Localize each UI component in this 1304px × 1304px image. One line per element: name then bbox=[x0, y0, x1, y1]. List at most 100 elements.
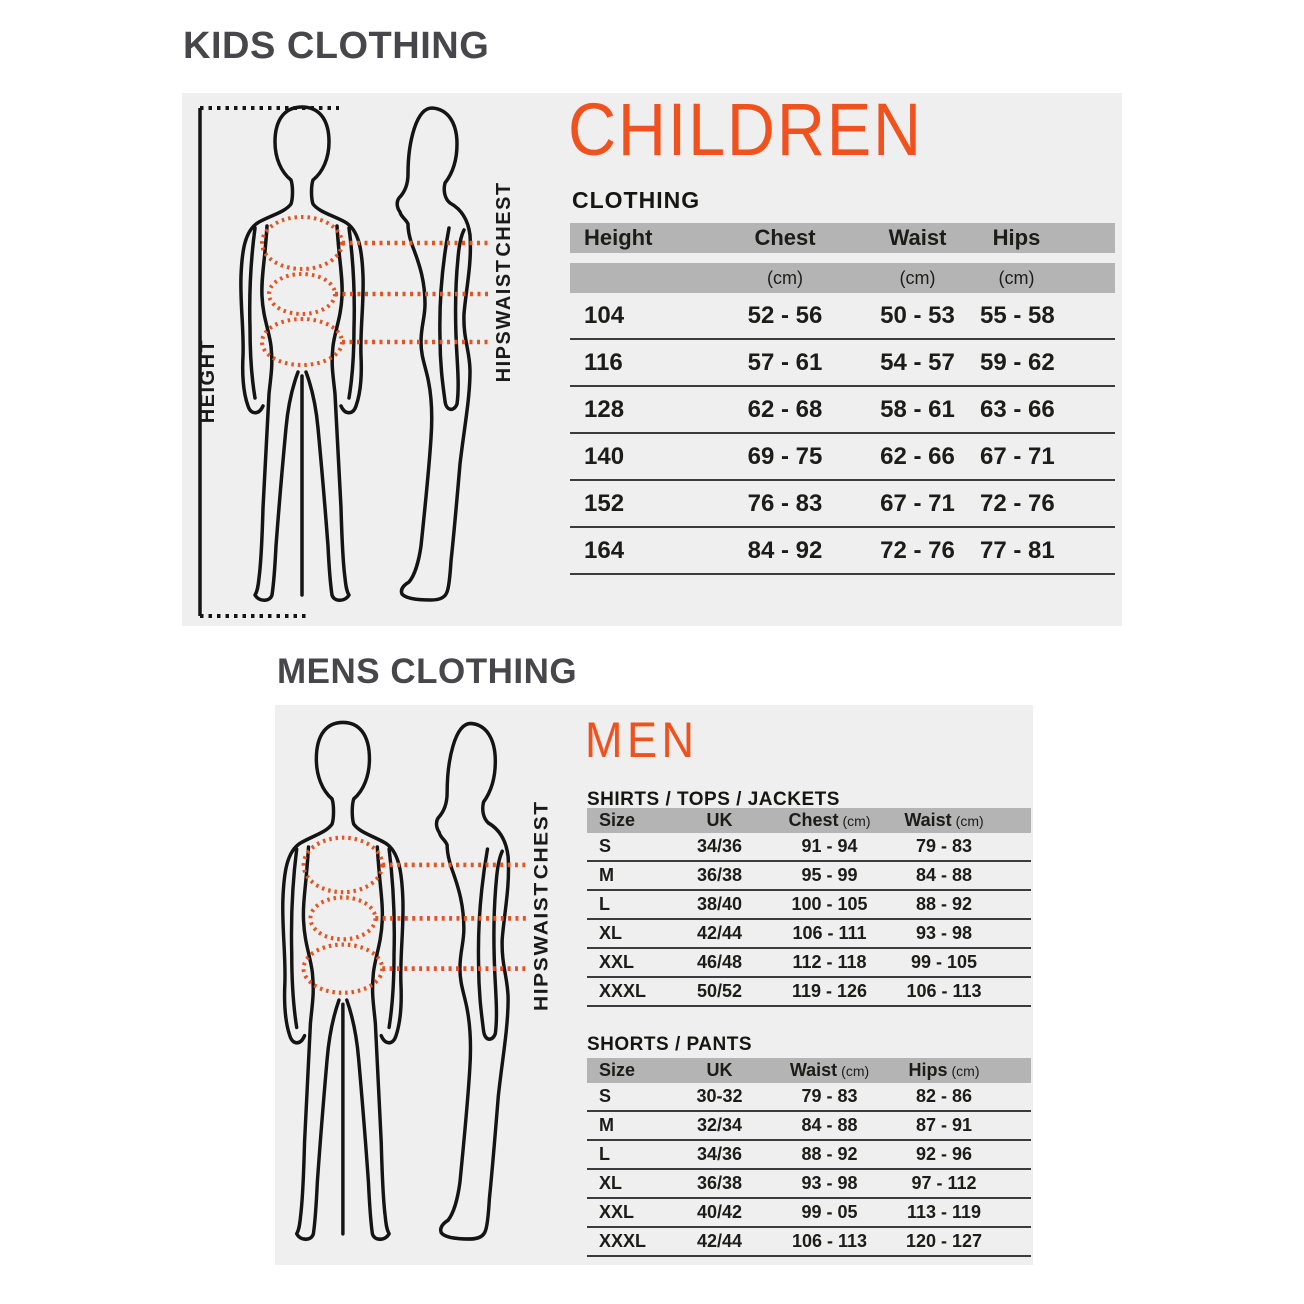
cell: 67 - 71 bbox=[980, 442, 1055, 470]
table-row: XXXL 42/44 106 - 113 120 - 127 bbox=[587, 1228, 1031, 1257]
table-row: L 34/36 88 - 92 92 - 96 bbox=[587, 1141, 1031, 1170]
cell: 152 bbox=[584, 489, 625, 517]
shirts-tops-jackets-table: Size UK Chest (cm) Waist (cm) S 34/36 91 -… bbox=[587, 808, 1031, 1007]
cell: 93 - 98 bbox=[915, 923, 973, 943]
cell: 42/44 bbox=[696, 1231, 743, 1251]
cell: 42/44 bbox=[696, 923, 743, 943]
cell: 84 - 88 bbox=[801, 1115, 858, 1135]
hips-label: HIPS bbox=[493, 330, 515, 383]
header-label: Chest bbox=[788, 810, 839, 830]
mens-body-figures-illustration: CHEST WAIST HIPS bbox=[280, 720, 552, 1242]
col-header-chest: Chest bbox=[754, 225, 816, 250]
cell: 32/34 bbox=[696, 1115, 743, 1135]
cell: 62 - 68 bbox=[747, 395, 823, 423]
cell: XXXL bbox=[599, 981, 647, 1001]
cell: XL bbox=[599, 1173, 623, 1193]
cell: 106 - 113 bbox=[791, 1231, 868, 1251]
kids-panel: HEIGHT CHEST WAIST HIPS CHILDREN CLOTHIN… bbox=[182, 93, 1122, 626]
mens-panel: CHEST WAIST HIPS MEN SHIRTS / TOPS / JAC… bbox=[275, 705, 1033, 1265]
cell: 62 - 66 bbox=[880, 442, 955, 470]
table-row: XXXL 50/52 119 - 126 106 - 113 bbox=[587, 978, 1031, 1007]
cell: 104 bbox=[584, 301, 625, 329]
cell: 140 bbox=[584, 442, 625, 470]
col-header-height: Height bbox=[584, 225, 653, 250]
kids-body-figures-illustration: HEIGHT CHEST WAIST HIPS bbox=[197, 105, 515, 618]
cell: 84 - 92 bbox=[747, 536, 823, 564]
height-label: HEIGHT bbox=[197, 339, 219, 424]
table-row: M 32/34 84 - 88 87 - 91 bbox=[587, 1112, 1031, 1141]
children-clothing-table: Height Chest Waist Hips (cm) (cm) (cm) 1… bbox=[570, 223, 1115, 575]
cell: 97 - 112 bbox=[911, 1173, 977, 1193]
col-header-size: Size bbox=[587, 1060, 657, 1081]
cell: 77 - 81 bbox=[980, 536, 1055, 564]
header-unit: (cm) bbox=[955, 813, 984, 829]
header-label: UK bbox=[706, 1060, 733, 1080]
cell: 50/52 bbox=[696, 981, 743, 1001]
table-row: XL 42/44 106 - 111 93 - 98 bbox=[587, 920, 1031, 949]
cell: 106 - 113 bbox=[906, 981, 982, 1001]
shorts-table-title: SHORTS / PANTS bbox=[587, 1034, 752, 1055]
chest-label: CHEST bbox=[493, 181, 515, 256]
cell: 106 - 111 bbox=[792, 923, 867, 943]
cell: 120 - 127 bbox=[905, 1231, 983, 1251]
table-header-row: Size UK Chest (cm) Waist (cm) bbox=[587, 808, 1031, 833]
header-gap bbox=[570, 253, 1115, 263]
cell: 67 - 71 bbox=[880, 489, 955, 517]
header-unit: (cm) bbox=[951, 1063, 980, 1079]
cell: S bbox=[599, 1086, 612, 1106]
cell: 93 - 98 bbox=[801, 1173, 858, 1193]
cell: 99 - 105 bbox=[910, 952, 978, 972]
cell: 36/38 bbox=[696, 865, 743, 885]
col-header-waist: Waist (cm) bbox=[877, 810, 1031, 831]
cell: XXL bbox=[599, 1202, 635, 1222]
table-row: 152 76 - 83 67 - 71 72 - 76 bbox=[570, 481, 1115, 528]
cell: 69 - 75 bbox=[747, 442, 823, 470]
header-label: Waist bbox=[904, 810, 952, 830]
children-panel-title: CHILDREN bbox=[568, 88, 923, 171]
kids-section-title: KIDS CLOTHING bbox=[183, 25, 490, 67]
table-row: 140 69 - 75 62 - 66 67 - 71 bbox=[570, 434, 1115, 481]
cell: 91 - 94 bbox=[801, 836, 858, 856]
cell: 72 - 76 bbox=[880, 536, 955, 564]
cell: 57 - 61 bbox=[747, 348, 823, 376]
table-row: XXL 40/42 99 - 05 113 - 119 bbox=[587, 1199, 1031, 1228]
shorts-pants-table: Size UK Waist (cm) Hips (cm) S 30-32 79 - … bbox=[587, 1058, 1031, 1257]
table-row: XL 36/38 93 - 98 97 - 112 bbox=[587, 1170, 1031, 1199]
cell: 46/48 bbox=[696, 952, 743, 972]
cell: 40/42 bbox=[696, 1202, 743, 1222]
table-header-row: Size UK Waist (cm) Hips (cm) bbox=[587, 1058, 1031, 1083]
waist-label: WAIST bbox=[493, 259, 515, 330]
cell: S bbox=[599, 836, 612, 856]
cell: 38/40 bbox=[696, 894, 743, 914]
cell: 92 - 96 bbox=[915, 1144, 973, 1164]
cell: 72 - 76 bbox=[980, 489, 1055, 517]
cell: 82 - 86 bbox=[915, 1086, 973, 1106]
table-row: M 36/38 95 - 99 84 - 88 bbox=[587, 862, 1031, 891]
waist-label: WAIST bbox=[531, 881, 552, 955]
cell: L bbox=[599, 894, 610, 914]
col-header-size: Size bbox=[587, 810, 657, 831]
cell: 30-32 bbox=[696, 1086, 743, 1106]
header-label: Hips bbox=[908, 1060, 948, 1080]
col-header-waist: Waist (cm) bbox=[782, 1060, 877, 1081]
cell: 79 - 83 bbox=[915, 836, 973, 856]
cell: 84 - 88 bbox=[915, 865, 973, 885]
table-row: S 30-32 79 - 83 82 - 86 bbox=[587, 1083, 1031, 1112]
mens-section-title: MENS CLOTHING bbox=[277, 652, 578, 691]
cell: M bbox=[599, 865, 614, 885]
table-row: 116 57 - 61 54 - 57 59 - 62 bbox=[570, 340, 1115, 387]
table-row: L 38/40 100 - 105 88 - 92 bbox=[587, 891, 1031, 920]
unit-cell: (cm) bbox=[998, 267, 1035, 288]
cell: 79 - 83 bbox=[801, 1086, 858, 1106]
cell: 58 - 61 bbox=[880, 395, 955, 423]
cell: 34/36 bbox=[696, 836, 743, 856]
table-header-row: Height Chest Waist Hips bbox=[570, 223, 1115, 253]
col-header-uk: UK bbox=[657, 1060, 782, 1081]
cell: 100 - 105 bbox=[791, 894, 868, 914]
cell: 95 - 99 bbox=[801, 865, 858, 885]
col-header-hips: Hips bbox=[992, 225, 1041, 250]
header-label: Size bbox=[599, 1060, 636, 1080]
cell: M bbox=[599, 1115, 614, 1135]
table-row: S 34/36 91 - 94 79 - 83 bbox=[587, 833, 1031, 862]
